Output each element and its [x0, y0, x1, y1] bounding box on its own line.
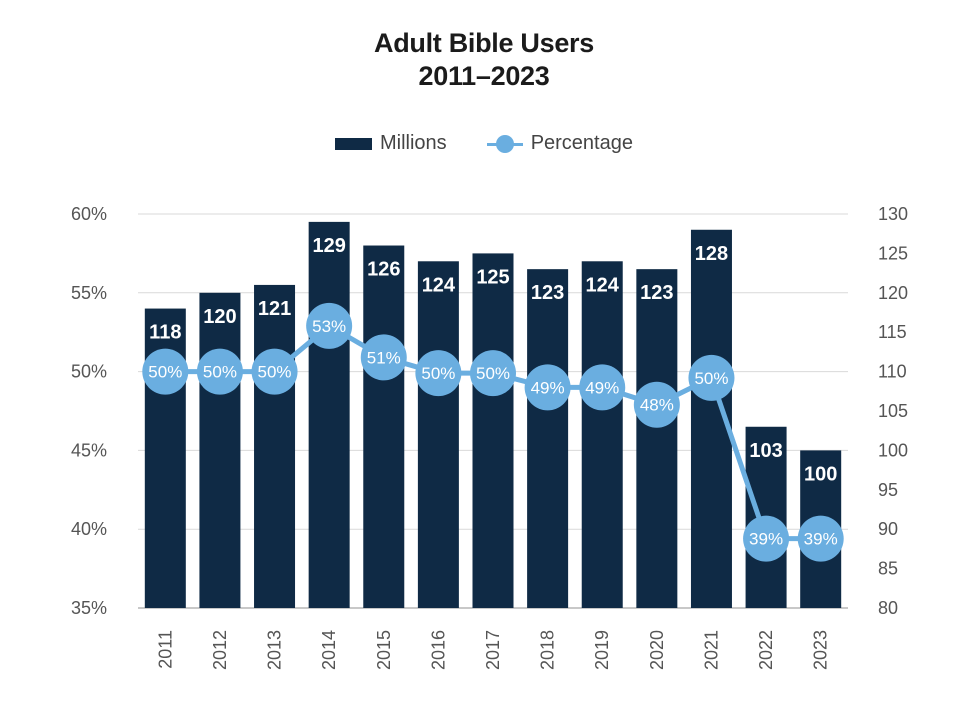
bar-2016 [417, 261, 459, 608]
bar-2019 [581, 261, 623, 608]
x-axis-tick-label: 2023 [811, 630, 831, 670]
percentage-value-label: 39% [804, 530, 838, 549]
right-axis-tick-label: 130 [878, 204, 908, 224]
percentage-value-label: 49% [531, 378, 565, 397]
left-axis-tick-label: 60% [71, 204, 107, 224]
x-axis-tick-label: 2022 [756, 630, 776, 670]
right-axis-tick-label: 95 [878, 480, 898, 500]
percentage-point-2015 [360, 334, 407, 381]
percentage-point-2017 [470, 350, 516, 397]
right-axis-tick-label: 90 [878, 519, 898, 539]
bar-value-label: 121 [258, 298, 291, 320]
percentage-value-label: 50% [148, 363, 182, 382]
bar-2017 [472, 253, 514, 608]
legend-label-percentage: Percentage [530, 132, 633, 154]
percentage-point-2014 [306, 302, 353, 349]
percentage-point-2023 [797, 515, 844, 562]
bar-2018 [527, 269, 569, 608]
right-axis-tick-label: 110 [878, 362, 907, 382]
x-axis-tick-label: 2020 [647, 630, 667, 670]
bar-value-label: 120 [203, 306, 236, 328]
percentage-point-2012 [196, 348, 243, 395]
x-axis-tick-label: 2014 [319, 630, 339, 670]
percentage-value-label: 50% [258, 363, 292, 382]
percentage-value-label: 51% [367, 348, 401, 367]
percentage-value-label: 50% [203, 363, 237, 382]
left-axis-tick-label: 45% [71, 440, 107, 460]
x-axis-tick-label: 2017 [483, 630, 503, 670]
percentage-point-2022 [743, 515, 790, 562]
bar-value-label: 129 [312, 235, 345, 257]
left-axis-tick-label: 50% [71, 362, 107, 382]
x-axis-tick-label: 2019 [592, 630, 612, 670]
legend-item-percentage: Percentage [486, 132, 633, 155]
legend-label-millions: Millions [380, 132, 447, 154]
percentage-value-label: 50% [476, 364, 510, 383]
bar-value-label: 126 [367, 259, 400, 281]
bar-value-label: 100 [804, 463, 837, 485]
x-axis-tick-label: 2015 [374, 630, 394, 670]
left-axis-tick-label: 35% [71, 598, 107, 618]
bar-value-label: 123 [640, 282, 673, 304]
bar-value-label: 124 [422, 274, 456, 296]
percentage-point-2011 [142, 348, 189, 395]
legend: Millions Percentage [0, 132, 968, 155]
percentage-point-2021 [688, 354, 735, 401]
legend-swatch-percentage [486, 134, 523, 154]
left-axis-tick-label: 55% [71, 283, 107, 303]
percentage-point-2013 [251, 348, 298, 395]
bar-2014 [308, 221, 350, 608]
x-axis-tick-label: 2021 [701, 630, 721, 670]
x-axis-tick-label: 2013 [265, 630, 285, 670]
bar-value-label: 118 [149, 322, 181, 344]
bar-2015 [363, 245, 405, 608]
x-axis-tick-label: 2018 [538, 630, 558, 670]
percentage-value-label: 48% [640, 396, 674, 415]
legend-swatch-millions [335, 137, 372, 150]
bar-value-label: 128 [695, 243, 728, 265]
right-axis-tick-label: 120 [878, 283, 908, 303]
bar-value-label: 103 [749, 440, 782, 462]
percentage-point-2020 [633, 381, 680, 428]
right-axis-tick-label: 105 [878, 401, 908, 421]
x-axis-tick-label: 2012 [210, 630, 230, 670]
right-axis-tick-label: 100 [878, 440, 908, 460]
percentage-value-label: 49% [585, 378, 619, 397]
chart-subtitle: 2011–2023 [418, 61, 550, 91]
percentage-value-label: 50% [694, 369, 728, 388]
percentage-point-2018 [524, 364, 571, 411]
percentage-value-label: 50% [421, 364, 455, 383]
right-axis-tick-label: 125 [878, 243, 908, 263]
left-axis-tick-label: 40% [71, 519, 107, 539]
percentage-value-label: 53% [312, 317, 346, 336]
bar-value-label: 125 [476, 266, 509, 288]
chart-title: Adult Bible Users [374, 28, 594, 58]
bar-2020 [636, 269, 678, 608]
bar-value-label: 123 [531, 282, 564, 304]
percentage-point-2016 [415, 350, 462, 397]
bar-2012 [199, 292, 241, 608]
bar-2013 [254, 284, 296, 608]
right-axis-tick-label: 80 [878, 598, 898, 618]
right-axis-tick-label: 115 [878, 322, 907, 342]
x-axis-tick-label: 2011 [155, 630, 175, 669]
right-axis-tick-label: 85 [878, 559, 898, 579]
percentage-point-2019 [579, 364, 626, 411]
percentage-value-label: 39% [749, 530, 783, 549]
legend-item-millions: Millions [335, 132, 447, 155]
bar-value-label: 124 [586, 274, 620, 296]
x-axis-tick-label: 2016 [428, 630, 448, 670]
